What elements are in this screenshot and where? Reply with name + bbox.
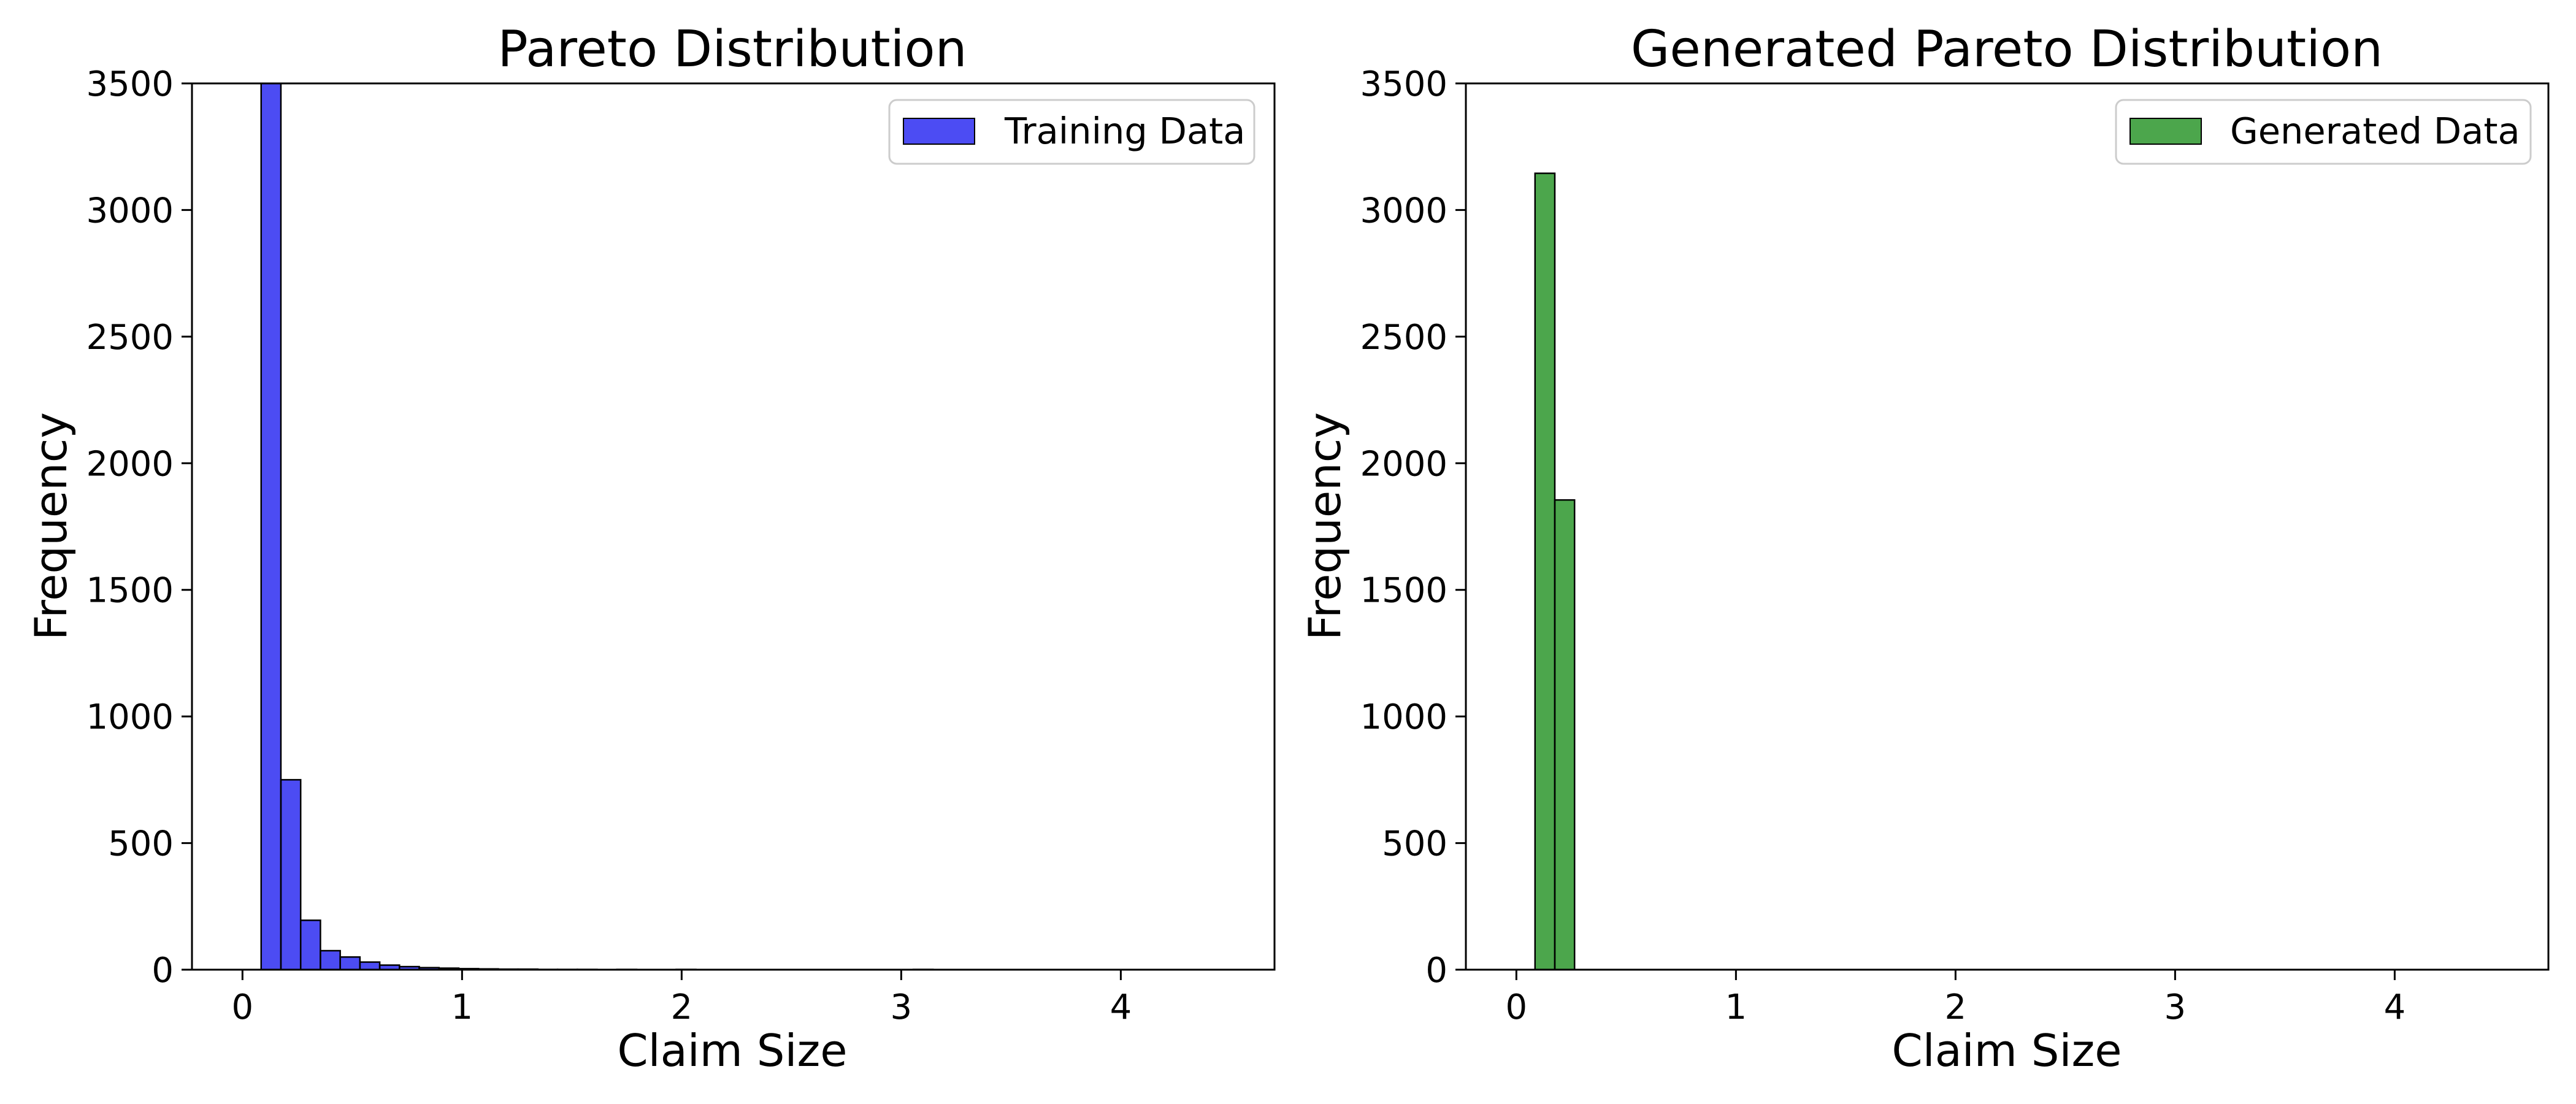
chart-title: Generated Pareto Distribution xyxy=(1631,20,2383,79)
x-tick-label: 3 xyxy=(891,987,913,1027)
histogram-bar xyxy=(260,82,282,971)
y-tick-label: 1000 xyxy=(86,697,174,737)
legend-swatch xyxy=(903,118,975,145)
y-tick-label: 2500 xyxy=(86,318,174,358)
plot-frame xyxy=(191,82,1276,971)
x-tick-label: 4 xyxy=(2384,987,2406,1027)
y-tick-label: 500 xyxy=(108,824,174,864)
chart-generated: Generated Pareto Distribution 0 1 2 3 4 0 500… xyxy=(1299,20,2550,1076)
plot-frame xyxy=(1465,82,2550,971)
y-axis-label: Frequency xyxy=(1299,412,1351,640)
x-ticks-training: 0 1 2 3 4 xyxy=(232,970,1132,1027)
legend-box xyxy=(2115,99,2532,165)
legend: Training Data xyxy=(888,99,1255,165)
y-tick-label: 500 xyxy=(1382,824,1447,864)
y-ticks-generated: 0 500 1000 1500 2000 2500 3000 3500 xyxy=(1360,64,1466,991)
x-ticks-generated: 0 1 2 3 4 xyxy=(1506,970,2406,1027)
legend-swatch xyxy=(2129,118,2202,145)
y-tick-label: 3000 xyxy=(1360,191,1447,231)
histogram-bar xyxy=(359,961,381,971)
x-tick-label: 1 xyxy=(1725,987,1747,1027)
bars-training xyxy=(260,82,934,971)
y-tick-label: 2000 xyxy=(1360,444,1447,484)
histogram-bar xyxy=(320,949,341,971)
legend-box xyxy=(888,99,1255,165)
y-tick-label: 3000 xyxy=(86,191,174,231)
x-tick-label: 4 xyxy=(1110,987,1132,1027)
chart-training: Pareto Distribution 0 1 2 3 4 0 500 1000 1500 20… xyxy=(25,20,1276,1076)
legend-label: Training Data xyxy=(1004,110,1245,152)
x-tick-label: 2 xyxy=(1945,987,1967,1027)
x-tick-label: 0 xyxy=(232,987,254,1027)
histogram-bar xyxy=(1534,172,1556,971)
x-tick-label: 3 xyxy=(2164,987,2187,1027)
y-tick-label: 3500 xyxy=(1360,64,1447,104)
legend-label: Generated Data xyxy=(2230,110,2520,152)
y-ticks-training: 0 500 1000 1500 2000 2500 3000 3500 xyxy=(86,64,192,991)
y-tick-label: 0 xyxy=(151,951,174,991)
y-tick-label: 3500 xyxy=(86,64,174,104)
bars-generated xyxy=(1534,172,1576,971)
y-tick-label: 1000 xyxy=(1360,697,1447,737)
x-tick-label: 0 xyxy=(1506,987,1528,1027)
histogram-bar xyxy=(339,956,361,971)
x-axis-label: Claim Size xyxy=(1892,1025,2122,1076)
y-axis-label: Frequency xyxy=(25,412,77,640)
x-tick-label: 2 xyxy=(671,987,693,1027)
legend: Generated Data xyxy=(2115,99,2532,165)
x-axis-label: Claim Size xyxy=(617,1025,847,1076)
y-tick-label: 2500 xyxy=(1360,318,1447,358)
chart-title: Pareto Distribution xyxy=(497,20,967,79)
y-tick-label: 1500 xyxy=(1360,571,1447,611)
y-tick-label: 2000 xyxy=(86,444,174,484)
histogram-bar xyxy=(280,779,302,971)
y-tick-label: 1500 xyxy=(86,571,174,611)
x-tick-label: 1 xyxy=(451,987,473,1027)
histogram-bar xyxy=(1554,499,1576,971)
y-tick-label: 0 xyxy=(1425,951,1447,991)
histogram-bar xyxy=(299,919,321,971)
